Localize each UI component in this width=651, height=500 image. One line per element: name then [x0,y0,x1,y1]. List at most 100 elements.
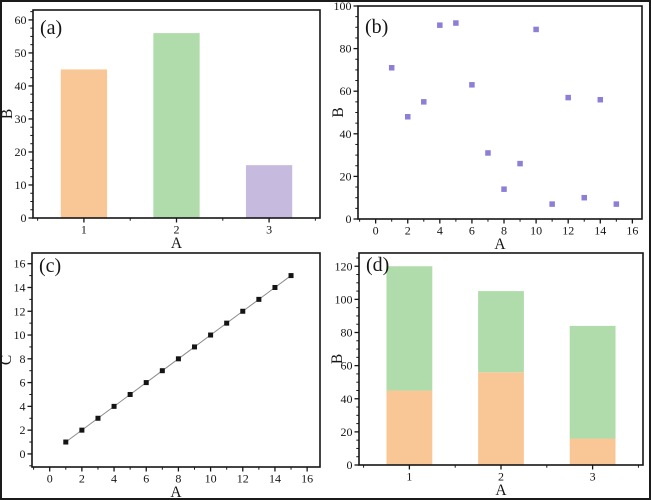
stacked-bar-1-bottom-segment [386,390,433,465]
y-tick-label: 6 [20,376,26,390]
x-tick-label: 12 [562,224,574,238]
stacked-bar-2-bottom-segment [478,372,524,465]
data-point [404,114,411,120]
data-point [95,415,101,421]
y-tick-label: 2 [20,423,26,437]
y-axis-label: B [330,107,347,117]
x-tick-label: 2 [405,224,411,238]
axes-frame [31,252,321,468]
data-point [192,344,198,350]
data-point [533,26,539,33]
data-point [517,160,523,167]
data-point [565,94,571,101]
stacked-bar-3-top-segment [569,325,616,439]
x-tick-label: 12 [237,472,249,486]
stacked-bar-2-top-segment [478,291,524,373]
data-point [581,194,587,201]
x-axis-label: A [170,484,182,500]
y-tick-label: 0 [21,211,27,225]
y-tick-label: 60 [341,359,353,373]
data-point [453,20,459,26]
y-tick-label: 60 [15,13,27,27]
data-point [208,332,214,338]
panel-c: 0 2 4 6 8 10 12 14 16 0 2 4 6 8 10 12 14 16 A C (c) [0,250,330,500]
x-tick-label: 16 [626,224,638,238]
chart-svg-b: 0 2 4 6 8 10 12 14 16 0 20 40 60 80 100 A B (b) [330,0,643,250]
data-point [127,391,133,397]
y-tick-label: 8 [20,352,26,366]
y-tick-label: 40 [15,79,27,93]
x-tick-label: 2 [174,223,180,237]
x-tick-label: 14 [594,224,606,238]
x-tick-label: 0 [373,224,379,238]
y-tick-label: 16 [14,257,26,271]
bar-2 [153,33,200,218]
data-point [613,201,620,207]
x-tick-label: 2 [498,470,504,484]
x-axis-label: A [171,235,183,250]
data-point [597,96,604,103]
axes-frame [357,5,643,220]
y-tick-label: 100 [335,292,353,306]
x-tick-label: 2 [79,472,85,486]
data-point [469,82,475,88]
y-tick-label: 0 [20,447,26,461]
x-tick-label: 3 [590,470,596,484]
data-point [256,296,262,302]
x-axis-label: A [495,482,507,499]
x-tick-label: 4 [111,472,117,486]
panel-label: (d) [366,254,389,276]
data-point [240,308,246,314]
data-point [288,273,294,279]
data-point [485,150,491,156]
y-tick-label: 12 [14,304,26,318]
x-tick-label: 16 [301,472,313,486]
y-axis-label: B [0,109,16,119]
data-point [79,427,85,433]
y-tick-label: 40 [340,127,352,141]
x-tick-label: 14 [269,472,281,486]
panel-label: (c) [39,255,61,277]
data-point [437,22,443,28]
data-point [421,99,427,105]
data-point [143,380,149,386]
x-tick-label: 8 [175,472,181,486]
data-point [224,320,230,326]
panel-label: (b) [365,16,388,38]
x-tick-label: 10 [530,224,542,238]
panel-d: 1 2 3 0 20 40 60 80 100 120 A B (d) [330,250,651,500]
y-axis-label: C [0,355,15,365]
data-point [159,368,165,374]
y-tick-label: 50 [15,46,27,60]
x-tick-label: 4 [437,224,443,238]
y-tick-label: 80 [341,326,353,340]
data-point [388,65,395,71]
chart-svg-d: 1 2 3 0 20 40 60 80 100 120 A B (d) [330,252,644,499]
panel-b: 0 2 4 6 8 10 12 14 16 0 20 40 60 80 100 A B (b) [330,0,651,250]
y-tick-label: 80 [340,42,352,56]
panel-label: (a) [40,17,62,39]
data-point [549,201,555,207]
y-tick-label: 30 [15,112,27,126]
x-tick-label: 10 [205,472,217,486]
panel-a: 1 2 3 0 10 20 30 40 50 60 A B (a) [0,0,330,250]
y-tick-label: 10 [15,178,27,192]
x-tick-label: 0 [47,472,53,486]
x-tick-label: 8 [501,224,507,238]
y-tick-label: 0 [347,458,353,472]
bar-1 [60,69,108,218]
x-tick-label: 3 [266,223,272,237]
y-tick-label: 100 [334,0,352,13]
data-point [272,284,278,290]
y-tick-label: 20 [341,425,353,439]
x-axis-label: A [494,236,506,250]
y-tick-label: 20 [340,169,352,183]
data-point [501,186,507,192]
y-tick-label: 10 [14,328,26,342]
y-tick-label: 40 [341,392,353,406]
x-tick-label: 6 [143,472,149,486]
y-tick-label: 60 [340,84,352,98]
data-point [63,439,69,445]
